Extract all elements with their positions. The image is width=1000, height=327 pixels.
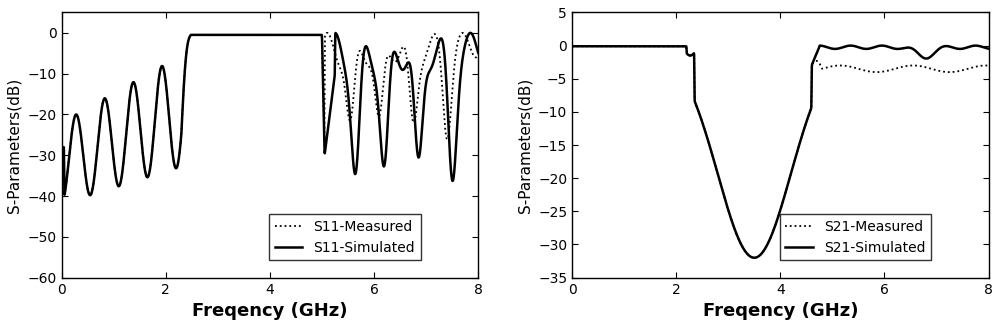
- Legend: S21-Measured, S21-Simulated: S21-Measured, S21-Simulated: [780, 214, 931, 260]
- S21-Simulated: [748, 256, 760, 260]
- S11-Measured: [439, 123, 451, 127]
- S21-Measured: [748, 256, 760, 260]
- S11-Measured: [254, 33, 266, 37]
- S21-Simulated: [741, 252, 753, 256]
- S11-Simulated: [459, 41, 471, 45]
- S21-Simulated: [983, 47, 995, 51]
- S11-Measured: [56, 145, 68, 149]
- Line: S21-Simulated: S21-Simulated: [572, 45, 989, 258]
- Line: S11-Measured: S11-Measured: [62, 33, 478, 195]
- S21-Simulated: [970, 43, 982, 47]
- S21-Measured: [566, 44, 578, 48]
- S21-Simulated: [566, 44, 578, 48]
- S11-Simulated: [56, 145, 68, 149]
- S11-Simulated: [358, 48, 370, 52]
- S21-Measured: [983, 63, 995, 67]
- S11-Simulated: [254, 33, 266, 37]
- S21-Simulated: [764, 237, 776, 241]
- S21-Simulated: [970, 43, 982, 47]
- Line: S11-Simulated: S11-Simulated: [62, 33, 478, 195]
- S11-Simulated: [472, 51, 484, 55]
- S21-Measured: [949, 70, 961, 74]
- X-axis label: Freqency (GHz): Freqency (GHz): [192, 302, 348, 320]
- S11-Measured: [84, 193, 96, 197]
- S11-Measured: [234, 33, 246, 37]
- S11-Simulated: [84, 193, 96, 197]
- X-axis label: Freqency (GHz): Freqency (GHz): [703, 302, 858, 320]
- S11-Simulated: [231, 33, 243, 37]
- S11-Measured: [231, 33, 243, 37]
- S11-Simulated: [464, 31, 476, 35]
- S21-Measured: [764, 237, 776, 241]
- S11-Measured: [321, 31, 333, 35]
- S21-Simulated: [744, 254, 756, 258]
- Line: S21-Measured: S21-Measured: [572, 46, 989, 258]
- S21-Measured: [970, 65, 982, 69]
- Y-axis label: S-Parameters(dB): S-Parameters(dB): [517, 77, 532, 213]
- S11-Simulated: [439, 56, 451, 60]
- Y-axis label: S-Parameters(dB): S-Parameters(dB): [7, 77, 22, 213]
- S21-Measured: [869, 70, 881, 74]
- S11-Measured: [460, 34, 472, 38]
- S21-Simulated: [869, 45, 881, 49]
- S11-Simulated: [234, 33, 246, 37]
- S21-Measured: [741, 252, 753, 256]
- S11-Measured: [472, 54, 484, 58]
- Legend: S11-Measured, S11-Simulated: S11-Measured, S11-Simulated: [269, 214, 421, 260]
- S11-Measured: [358, 58, 370, 62]
- S21-Simulated: [949, 46, 961, 50]
- S21-Measured: [744, 254, 756, 258]
